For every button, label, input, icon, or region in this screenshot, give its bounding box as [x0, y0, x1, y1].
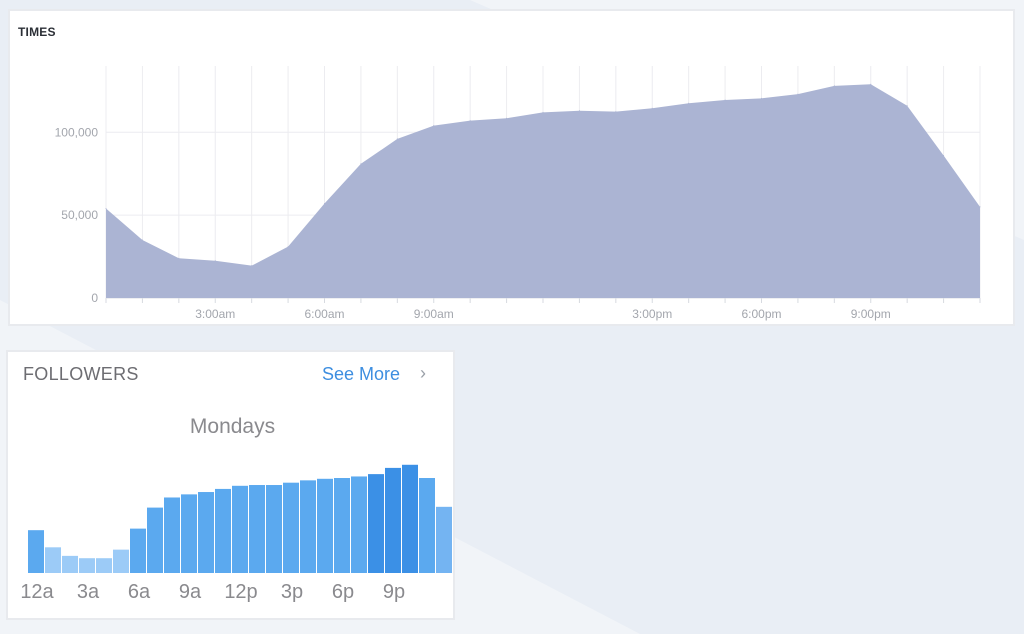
y-tick-label: 0	[91, 291, 98, 305]
followers-bar	[130, 528, 146, 573]
followers-bar	[62, 555, 78, 573]
times-data-point	[105, 208, 107, 210]
times-data-point	[833, 85, 835, 87]
times-data-point	[688, 102, 690, 104]
followers-x-label: 9p	[383, 581, 405, 603]
followers-bar	[113, 549, 129, 573]
followers-bar	[147, 507, 163, 573]
times-data-point	[360, 163, 362, 165]
x-tick-label: 9:00am	[414, 307, 454, 321]
followers-bar	[232, 485, 248, 573]
times-data-point	[433, 125, 435, 127]
chevron-right-icon[interactable]: ›	[420, 363, 426, 383]
followers-bar	[79, 558, 95, 573]
followers-bar	[96, 558, 112, 573]
times-data-point	[724, 99, 726, 101]
times-data-point	[870, 83, 872, 85]
followers-bar	[385, 467, 401, 573]
followers-bar	[300, 480, 316, 573]
followers-bar	[317, 478, 333, 573]
times-data-point	[506, 117, 508, 119]
followers-bar	[402, 464, 418, 573]
followers-bar	[334, 478, 350, 573]
followers-bar	[164, 497, 180, 573]
times-data-point	[287, 246, 289, 248]
followers-bar	[28, 530, 44, 573]
followers-subtitle: Mondays	[189, 415, 276, 438]
times-data-point	[578, 110, 580, 112]
times-data-point	[979, 206, 981, 208]
followers-bar	[266, 485, 282, 573]
followers-bar	[351, 476, 367, 573]
followers-x-label: 6p	[332, 581, 354, 603]
x-tick-label: 6:00pm	[741, 307, 781, 321]
times-data-point	[797, 93, 799, 95]
followers-bar-chart: 12a 3a 6a 9a 12p 3p 6p 9p	[20, 464, 452, 603]
x-tick-label: 9:00pm	[851, 307, 891, 321]
times-data-point	[761, 97, 762, 99]
x-tick-label: 6:00am	[304, 307, 344, 321]
followers-bar	[419, 478, 435, 573]
times-data-point	[396, 138, 398, 140]
times-data-point	[251, 265, 253, 267]
followers-bar	[198, 492, 214, 573]
followers-title: FOLLOWERS	[23, 364, 139, 384]
followers-bar	[45, 547, 61, 573]
times-card: TIMES 0 50,000 100,000 3:00am 6:00am 9:00am 3:…	[8, 9, 1015, 326]
followers-x-label: 6a	[128, 581, 151, 603]
followers-x-label: 3a	[77, 581, 100, 603]
times-data-point	[141, 239, 143, 241]
y-tick-label: 100,000	[55, 125, 99, 139]
followers-bar	[283, 482, 299, 573]
followers-x-label: 12p	[224, 581, 257, 603]
followers-x-label: 12a	[20, 581, 54, 603]
times-area-series	[106, 84, 980, 298]
times-data-point	[906, 105, 908, 107]
followers-bar	[215, 488, 231, 573]
followers-bar	[249, 485, 265, 573]
times-data-point	[542, 111, 544, 113]
x-tick-label: 3:00pm	[632, 307, 672, 321]
followers-bar	[368, 474, 384, 573]
times-data-point	[943, 154, 945, 156]
times-data-point	[178, 257, 180, 259]
followers-bar	[436, 506, 452, 573]
followers-x-label: 3p	[281, 581, 303, 603]
times-data-point	[214, 260, 216, 262]
see-more-link[interactable]: See More	[322, 364, 401, 384]
followers-x-label: 9a	[179, 581, 202, 603]
x-tick-label: 3:00am	[195, 307, 235, 321]
times-area-chart: 0 50,000 100,000 3:00am 6:00am 9:00am 3:00pm 6:…	[55, 66, 981, 321]
y-tick-label: 50,000	[61, 208, 98, 222]
times-data-point	[324, 203, 325, 205]
followers-bar	[181, 494, 197, 573]
times-data-point	[615, 111, 617, 113]
followers-card: FOLLOWERS See More › Mondays 12a 3a 6a 9a 12…	[6, 350, 455, 620]
times-chart-title: TIMES	[18, 25, 56, 39]
times-data-point	[651, 107, 653, 109]
times-data-point	[469, 120, 471, 122]
